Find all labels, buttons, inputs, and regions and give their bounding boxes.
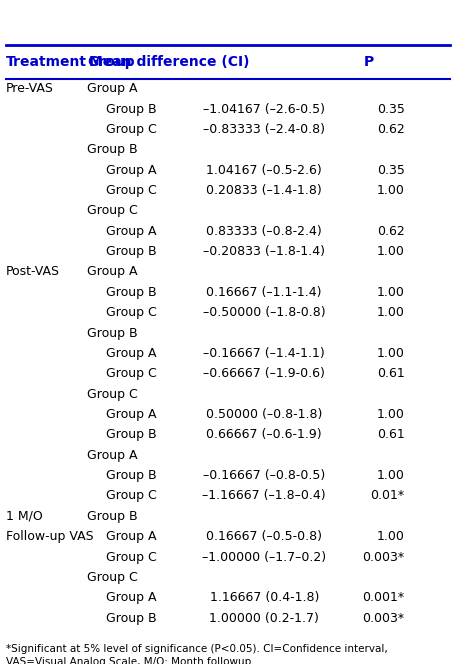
Text: 0.20833 (–1.4-1.8): 0.20833 (–1.4-1.8) [206, 184, 322, 197]
Text: 0.61: 0.61 [377, 367, 405, 380]
Text: Group C: Group C [88, 571, 138, 584]
Text: 1.00: 1.00 [377, 286, 405, 299]
Text: Pre-VAS: Pre-VAS [6, 82, 54, 95]
Text: 1.00: 1.00 [377, 530, 405, 543]
Text: Group B: Group B [88, 327, 138, 339]
Text: –1.00000 (–1.7–0.2): –1.00000 (–1.7–0.2) [202, 550, 326, 564]
Text: Group B: Group B [88, 143, 138, 156]
Text: Group B: Group B [106, 428, 156, 442]
Text: Post-VAS: Post-VAS [6, 266, 60, 278]
Text: Group A: Group A [88, 266, 138, 278]
Text: Group C: Group C [106, 367, 156, 380]
Text: Group B: Group B [106, 469, 156, 482]
Text: 0.83333 (–0.8-2.4): 0.83333 (–0.8-2.4) [206, 224, 322, 238]
Text: *Significant at 5% level of significance (P<0.05). CI=Confidence interval,
VAS=V: *Significant at 5% level of significance… [6, 644, 388, 664]
Text: –0.16667 (–0.8-0.5): –0.16667 (–0.8-0.5) [203, 469, 325, 482]
Text: Group A: Group A [106, 591, 156, 604]
Text: –1.04167 (–2.6-0.5): –1.04167 (–2.6-0.5) [203, 102, 325, 116]
Text: 1.00000 (0.2-1.7): 1.00000 (0.2-1.7) [210, 612, 319, 625]
Text: 0.16667 (–1.1-1.4): 0.16667 (–1.1-1.4) [207, 286, 322, 299]
Text: 0.61: 0.61 [377, 428, 405, 442]
Text: 1.16667 (0.4-1.8): 1.16667 (0.4-1.8) [210, 591, 319, 604]
Text: –0.16667 (–1.4-1.1): –0.16667 (–1.4-1.1) [203, 347, 325, 360]
Text: 1.00: 1.00 [377, 347, 405, 360]
Text: Group C: Group C [106, 550, 156, 564]
Text: 1.00: 1.00 [377, 306, 405, 319]
Text: 0.003*: 0.003* [363, 550, 405, 564]
Text: Group: Group [88, 54, 135, 68]
Text: Group C: Group C [106, 184, 156, 197]
Text: 0.16667 (–0.5-0.8): 0.16667 (–0.5-0.8) [206, 530, 322, 543]
Text: –0.50000 (–1.8-0.8): –0.50000 (–1.8-0.8) [203, 306, 326, 319]
Text: Group B: Group B [88, 510, 138, 523]
Text: Group B: Group B [106, 245, 156, 258]
Text: Follow-up VAS: Follow-up VAS [6, 530, 93, 543]
Text: 0.66667 (–0.6-1.9): 0.66667 (–0.6-1.9) [206, 428, 322, 442]
Text: –0.20833 (–1.8-1.4): –0.20833 (–1.8-1.4) [203, 245, 325, 258]
Text: Group C: Group C [106, 306, 156, 319]
Text: Group A: Group A [88, 449, 138, 461]
Text: 1 M/O: 1 M/O [6, 510, 43, 523]
Text: 0.50000 (–0.8-1.8): 0.50000 (–0.8-1.8) [206, 408, 322, 421]
Text: 1.00: 1.00 [377, 469, 405, 482]
Text: 1.04167 (–0.5-2.6): 1.04167 (–0.5-2.6) [206, 163, 322, 177]
Text: 0.35: 0.35 [377, 102, 405, 116]
Text: –1.16667 (–1.8–0.4): –1.16667 (–1.8–0.4) [202, 489, 326, 503]
Text: 1.00: 1.00 [377, 184, 405, 197]
Text: Group B: Group B [106, 102, 156, 116]
Text: Group A: Group A [88, 82, 138, 95]
Text: Group C: Group C [106, 123, 156, 136]
Text: 0.01*: 0.01* [371, 489, 405, 503]
Text: Group A: Group A [106, 347, 156, 360]
Text: Group C: Group C [88, 205, 138, 217]
Text: Group B: Group B [106, 286, 156, 299]
Text: Group A: Group A [106, 530, 156, 543]
Text: P: P [363, 54, 374, 68]
Text: Group B: Group B [106, 612, 156, 625]
Text: Treatment: Treatment [6, 54, 87, 68]
Text: –0.83333 (–2.4-0.8): –0.83333 (–2.4-0.8) [203, 123, 325, 136]
Text: 0.62: 0.62 [377, 224, 405, 238]
Text: Group A: Group A [106, 224, 156, 238]
Text: 1.00: 1.00 [377, 245, 405, 258]
Text: Group C: Group C [88, 388, 138, 400]
Text: 0.003*: 0.003* [363, 612, 405, 625]
Text: Group A: Group A [106, 408, 156, 421]
Text: 0.001*: 0.001* [363, 591, 405, 604]
Text: –0.66667 (–1.9-0.6): –0.66667 (–1.9-0.6) [203, 367, 325, 380]
Text: Mean difference (CI): Mean difference (CI) [89, 54, 249, 68]
Text: Group C: Group C [106, 489, 156, 503]
Text: 0.62: 0.62 [377, 123, 405, 136]
Text: Group A: Group A [106, 163, 156, 177]
Text: 0.35: 0.35 [377, 163, 405, 177]
Text: 1.00: 1.00 [377, 408, 405, 421]
